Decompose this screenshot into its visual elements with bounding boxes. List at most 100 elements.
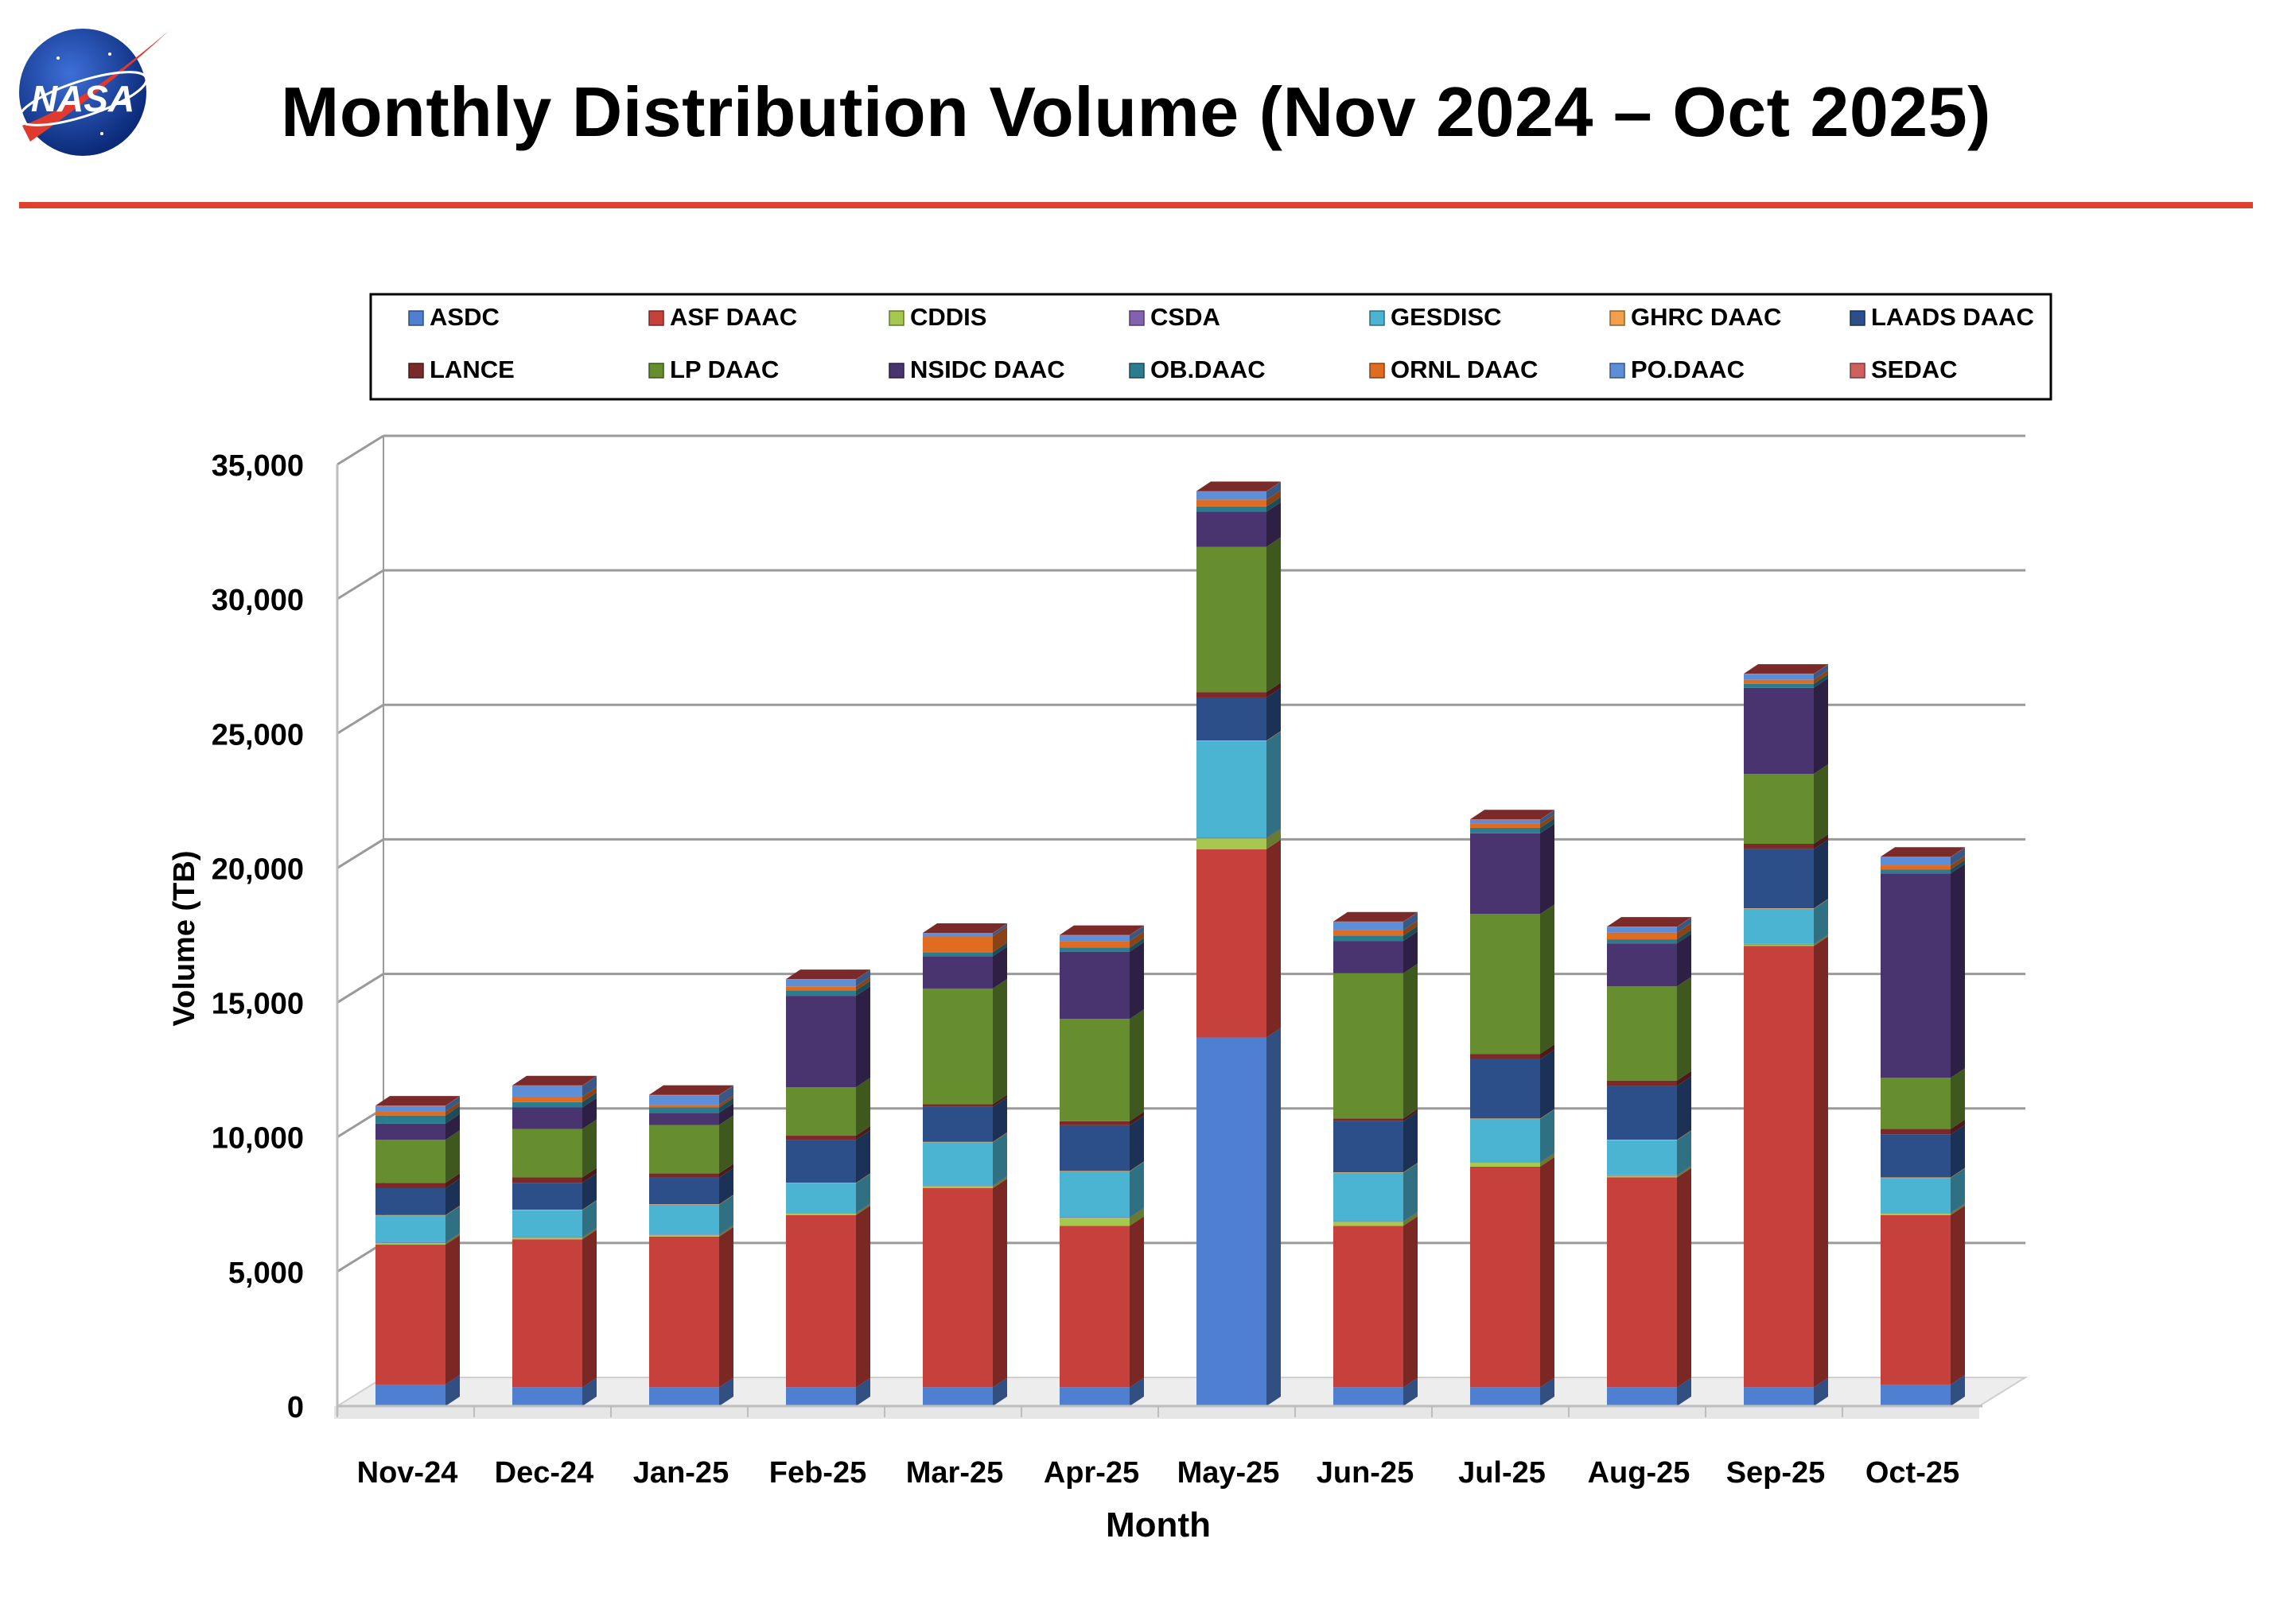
bar-segment [375,1374,460,1406]
bar-segment [375,1096,460,1106]
bar-segment-front [786,1140,856,1183]
bar-segment [1470,823,1554,915]
bar-segment [1607,1130,1691,1140]
bar-segment-front [649,1107,719,1113]
bar-segment [512,1173,597,1210]
bar-segment [1470,814,1554,829]
bar-segment [512,1075,597,1086]
bar-segment-front [1196,511,1266,547]
bar-top [1744,664,1828,674]
bar-segment-side [1677,923,1691,940]
bar-segment-front [1607,943,1677,987]
bar-segment [786,969,870,980]
bar-segment-front [512,1177,582,1183]
bar-segment-front [375,1140,445,1183]
bar-segment [923,923,1007,937]
bar-segment [1881,1119,1965,1135]
bar-segment-side [856,977,870,991]
bar-segment-side [1266,828,1281,839]
bar-segment-front [512,1210,582,1237]
bar-segment [1744,899,1828,909]
bar-top [1607,917,1691,927]
legend-item: ASF DAAC [648,303,797,331]
bar-segment-front [786,1087,856,1136]
bar-segment-side [993,1377,1007,1406]
bar-segment-side [719,1095,733,1108]
bar-segment-side [1540,904,1554,1055]
bar-segment-side [1130,1111,1144,1125]
bar-segment-side [1266,537,1281,693]
bar-segment-front [786,979,856,980]
bar-segment-front [1333,921,1403,923]
floor-front-edge [334,1406,1979,1419]
bar-segment-side [1814,833,1828,849]
y-tick-label: 25,000 [212,718,304,752]
legend-item: SEDAC [1850,355,1958,383]
bar-segment-side [719,1225,733,1235]
bar-segment-front [923,988,993,1105]
bar-segment [1060,925,1144,936]
bar-segment [786,969,870,987]
bar-segment [1470,818,1554,833]
bar-segment [1196,1028,1281,1406]
bar-segment-front [1060,1226,1130,1388]
bar-segment-front [923,952,993,957]
bar-segment [375,1113,460,1140]
bar-segment [1196,828,1281,839]
x-tick-label: Sep-25 [1726,1456,1826,1490]
bar-segment [375,1130,460,1183]
bar-segment-side [1814,936,1828,1388]
bar-segment [649,1085,733,1096]
bar-segment-side [856,1126,870,1140]
legend-item: ORNL DAAC [1369,355,1538,383]
bar-segment [923,1175,1007,1187]
bar-segment-side [993,927,1007,953]
bar-segment-side [1540,1044,1554,1059]
bar-segment-front [649,1177,719,1205]
bar-segment-front [1744,843,1814,849]
bar-segment-side [993,1175,1007,1187]
bar-segment-front [923,1186,993,1188]
bar-segment [1470,810,1554,820]
bar-stack [1333,911,1418,1406]
bar-segment [786,1130,870,1183]
bar-segment [512,1200,597,1210]
bar-segment [1470,1152,1554,1163]
bar-segment-side [1403,1163,1418,1222]
bar-segment-side [1677,917,1691,933]
bar-segment-front [375,1105,445,1106]
bar-segment [786,986,870,1088]
bar-segment-front [649,1105,719,1108]
bar-segment [649,1167,733,1205]
bar-segment-side [719,1195,733,1235]
bar-segment-front [1196,838,1266,849]
bar-segment-side [1540,1377,1554,1406]
bar-segment-front [1060,934,1130,936]
bar-segment-side [1403,920,1418,936]
bar-segment-front [1060,1125,1130,1171]
bar-segment-front [1881,1213,1951,1214]
bar-segment-front [1470,914,1540,1055]
bar-segment-side [1814,934,1828,946]
bar-top [512,1075,597,1086]
bar-segment [1744,764,1828,844]
bar-top [786,969,870,980]
bar-segment-side [719,1225,733,1237]
title-divider [19,202,2253,208]
bar-segment-front [1060,1387,1130,1406]
legend-swatch [1129,363,1145,379]
bar-segment-front [1744,908,1814,944]
bar-segment [1607,1167,1691,1388]
bar-segment-front [1333,1121,1403,1173]
bar-segment-front [649,1204,719,1235]
bar-segment-side [1951,1167,1965,1179]
bar-segment [1060,1208,1144,1226]
bar-segment-side [445,1096,460,1106]
bar-segment-front [649,1094,719,1096]
bar-segment [1196,502,1281,547]
bar-segment-side [993,1176,1007,1188]
bar-segment-front [1744,944,1814,946]
bar-segment [1881,1374,1965,1406]
bar-segment [512,1228,597,1240]
bar-segment [649,1115,733,1174]
